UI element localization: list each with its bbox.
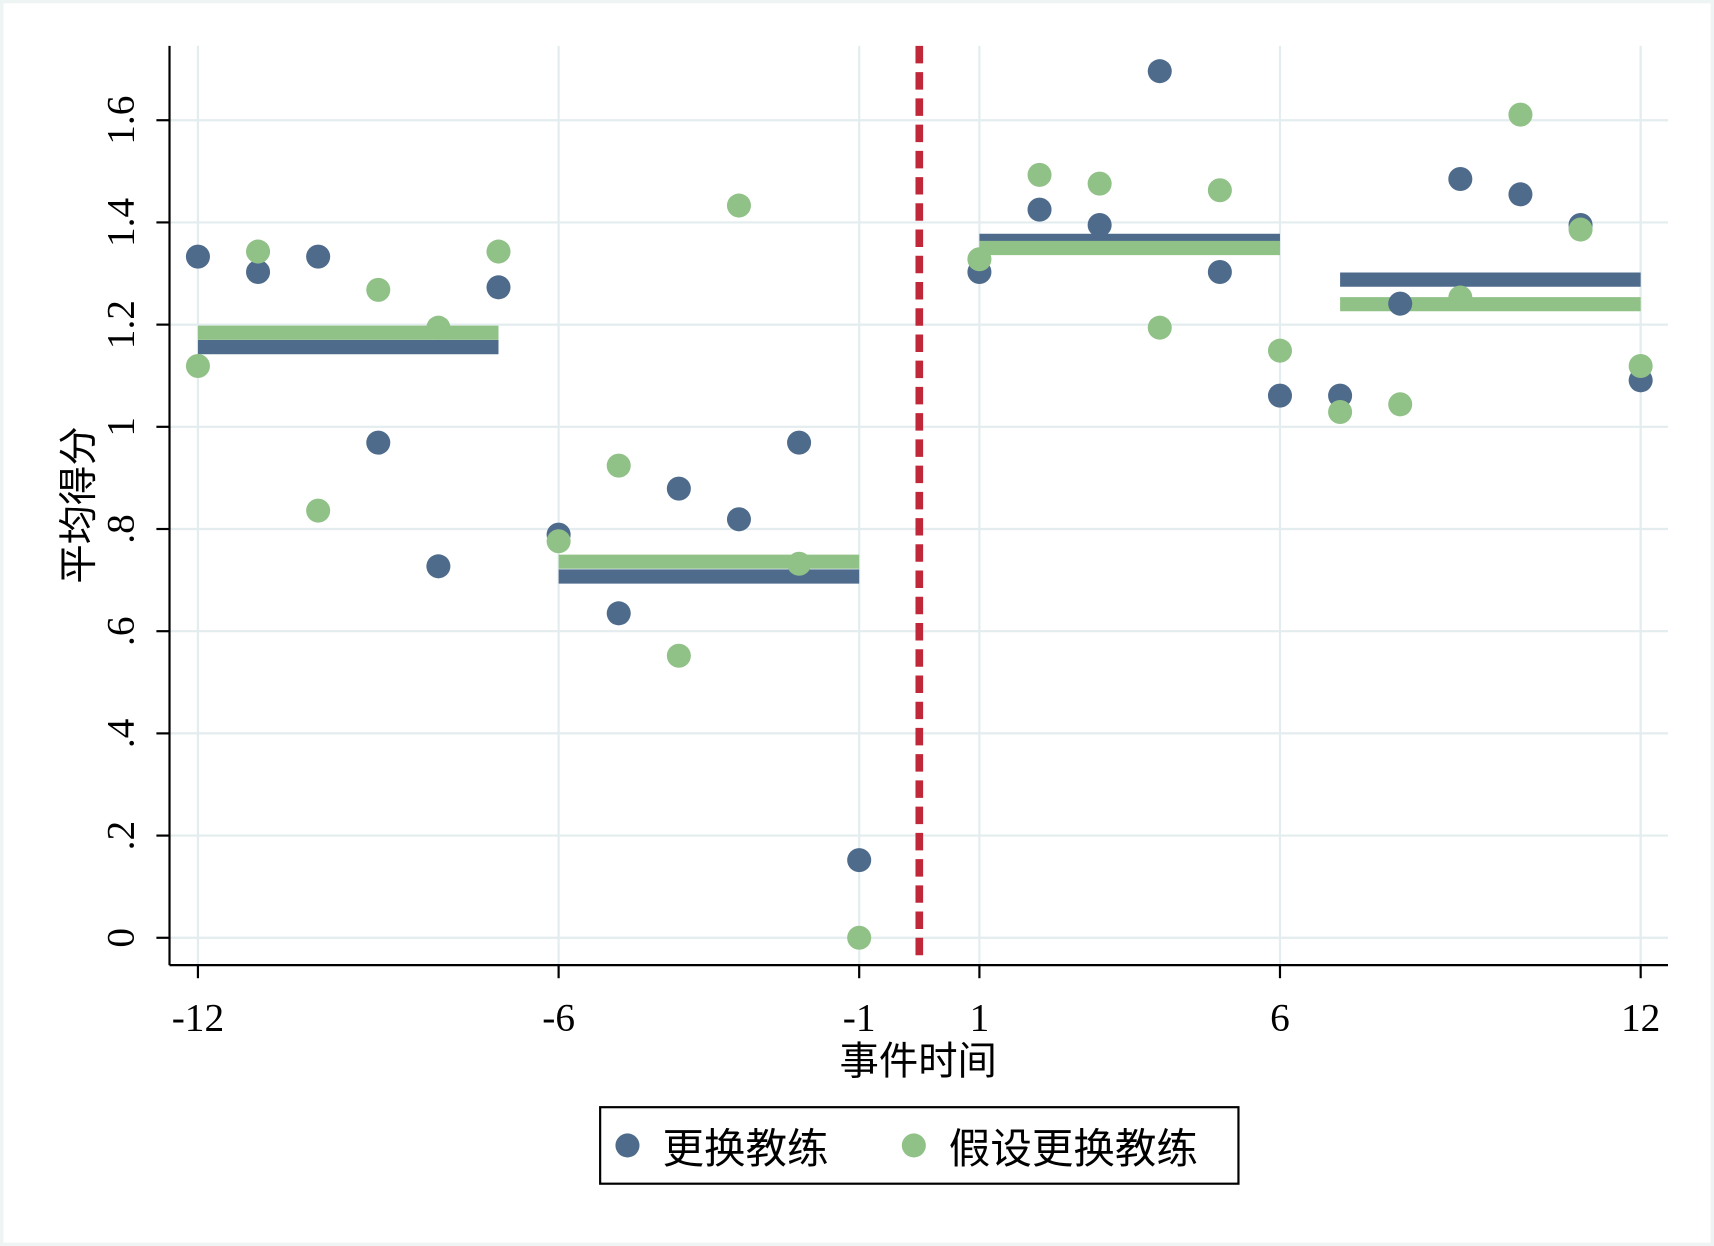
y-tick-label: .8 — [98, 514, 142, 543]
point-series-1 — [1207, 259, 1232, 285]
points — [185, 59, 1653, 950]
point-series-2 — [666, 643, 691, 668]
point-series-1 — [1388, 291, 1413, 316]
x-tick-label: 12 — [1621, 996, 1660, 1040]
point-series-2 — [726, 193, 751, 218]
point-series-1 — [606, 601, 631, 626]
x-tick-label: 6 — [1270, 996, 1290, 1040]
legend-label-series-1: 更换教练 — [662, 1126, 828, 1172]
legend-label-series-2: 假设更换教练 — [949, 1126, 1198, 1172]
x-axis-title: 事件时间 — [840, 1039, 997, 1083]
point-series-2 — [967, 247, 992, 272]
point-series-2 — [546, 529, 571, 554]
point-series-2 — [1388, 392, 1413, 417]
point-series-2 — [1027, 162, 1052, 187]
point-series-2 — [246, 239, 271, 264]
y-tick-label: .2 — [98, 821, 142, 851]
x-tick-label: -6 — [542, 996, 575, 1040]
point-series-2 — [606, 453, 631, 478]
legend-marker-series-2 — [901, 1133, 926, 1158]
point-series-1 — [185, 244, 210, 269]
point-series-1 — [1508, 182, 1533, 207]
point-series-2 — [185, 353, 210, 379]
point-series-2 — [1448, 285, 1473, 310]
y-tick-label: .4 — [98, 718, 142, 748]
point-series-1 — [1027, 197, 1052, 222]
point-series-2 — [1628, 353, 1653, 379]
y-tick-label: 1.4 — [98, 198, 142, 247]
point-series-2 — [1147, 315, 1172, 340]
point-series-2 — [426, 315, 451, 340]
point-series-2 — [306, 498, 331, 523]
point-series-1 — [306, 244, 331, 269]
point-series-2 — [847, 925, 872, 950]
point-series-2 — [1508, 102, 1533, 127]
y-tick-label: 1.2 — [98, 300, 142, 349]
point-series-2 — [1207, 178, 1232, 203]
y-axis-title: 平均得分 — [57, 426, 101, 583]
legend-marker-series-1 — [615, 1133, 640, 1158]
point-series-2 — [1267, 338, 1293, 363]
point-series-1 — [1087, 212, 1112, 237]
point-series-2 — [787, 551, 812, 576]
point-series-1 — [426, 554, 451, 579]
ticks: 0 .2 .4 .6 .8 1 1.2 1.4 1.6 -12 -6 -1 1 6 12 — [98, 96, 1660, 1040]
y-tick-label: 1 — [98, 417, 142, 437]
point-series-2 — [1328, 399, 1353, 425]
point-series-1 — [1448, 166, 1473, 192]
point-series-2 — [1087, 171, 1112, 196]
x-tick-label: -1 — [843, 996, 876, 1040]
point-series-1 — [787, 430, 812, 455]
point-series-1 — [726, 507, 751, 532]
point-series-1 — [246, 259, 271, 285]
point-series-1 — [486, 275, 511, 300]
point-series-1 — [366, 430, 391, 455]
x-tick-label: -12 — [172, 996, 224, 1040]
y-tick-label: .6 — [98, 616, 142, 646]
point-series-1 — [847, 848, 872, 873]
legend: 更换教练 假设更换教练 — [599, 1106, 1240, 1185]
point-series-2 — [1568, 217, 1593, 242]
x-tick-label: 1 — [970, 996, 990, 1040]
chart-background — [3, 3, 1711, 1243]
point-series-2 — [366, 277, 391, 302]
point-series-1 — [1147, 59, 1172, 84]
point-series-1 — [1267, 383, 1293, 408]
y-tick-label: 1.6 — [98, 96, 142, 145]
y-tick-label: 0 — [98, 928, 142, 948]
point-series-1 — [666, 476, 691, 501]
point-series-2 — [486, 239, 511, 264]
